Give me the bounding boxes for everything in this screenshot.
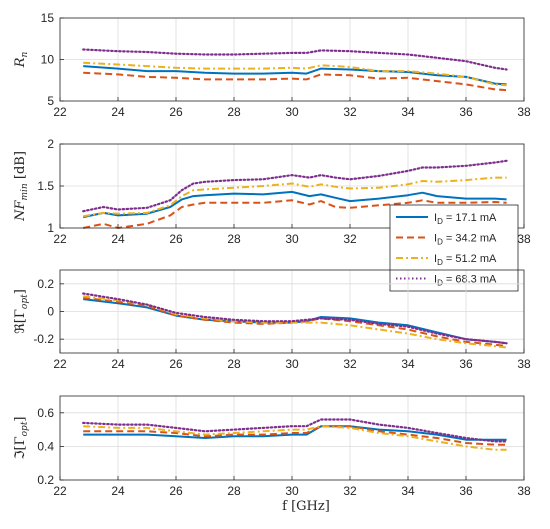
y-tick-label: 0.4 [37, 439, 54, 453]
series-line-3 [83, 295, 507, 349]
series-line-2 [83, 71, 507, 92]
x-tick-label: 28 [227, 357, 241, 371]
y-axis-label: ℜ[Γopt] [13, 289, 30, 334]
x-tick-label: 26 [169, 105, 183, 119]
x-tick-label: 32 [343, 105, 357, 119]
y-axis-label: Rn [13, 52, 30, 69]
x-tick-label: 36 [459, 357, 473, 371]
x-tick-label: 38 [517, 484, 531, 498]
y-axis-label: NFmin [dB] [13, 151, 30, 222]
x-tick-label: 32 [343, 484, 357, 498]
y-tick-label: 10 [41, 53, 55, 67]
series-line-4 [82, 48, 508, 71]
x-tick-label: 30 [285, 357, 299, 371]
legend-label: ID = 68.3 mA [434, 274, 497, 288]
x-tick-label: 36 [459, 105, 473, 119]
legend-label: ID = 34.2 mA [434, 233, 497, 247]
subplot-1: 22 24 26 28 30 32 34 36 38 5 10 15 Rn [13, 11, 531, 119]
series-line-2 [83, 425, 507, 446]
y-axis-label: ℑ[Γopt] [13, 416, 30, 459]
y-tick-label: 1.5 [37, 179, 54, 193]
y-tick-label: 0 [47, 305, 54, 319]
y-tick-label: -0.2 [33, 332, 54, 346]
x-tick-label: 38 [517, 232, 531, 246]
x-tick-label: 34 [401, 484, 415, 498]
legend: ID = 17.1 mA ID = 34.2 mA ID = 51.2 mA ID =… [389, 204, 519, 292]
x-tick-label: 28 [227, 105, 241, 119]
legend-label: ID = 17.1 mA [434, 212, 497, 226]
x-tick-label: 22 [53, 232, 67, 246]
x-tick-label: 28 [227, 484, 241, 498]
x-tick-label: 28 [227, 232, 241, 246]
x-tick-label: 22 [53, 105, 67, 119]
series-line-1 [83, 425, 507, 441]
x-tick-label: 30 [285, 105, 299, 119]
series-line-3 [83, 61, 507, 87]
series-line-3 [83, 425, 507, 451]
y-tick-label: 2 [47, 137, 54, 151]
x-tick-label: 30 [285, 232, 299, 246]
x-tick-label: 38 [517, 105, 531, 119]
x-tick-label: 36 [459, 484, 473, 498]
series-line-1 [83, 65, 507, 86]
y-tick-label: 0.6 [37, 406, 54, 420]
x-tick-label: 32 [343, 232, 357, 246]
x-tick-label: 34 [401, 357, 415, 371]
y-tick-label: 5 [47, 94, 54, 108]
y-tick-label: 15 [41, 11, 55, 25]
x-tick-label: 22 [53, 484, 67, 498]
legend-box [389, 204, 519, 292]
x-axis-label: f [GHz] [282, 499, 330, 514]
x-tick-label: 34 [401, 105, 415, 119]
subplot-4: 22 24 26 28 30 32 34 36 38 0.2 0.4 0.6 ℑ[Γopt] [13, 395, 531, 498]
subplot-3: 22 24 26 28 30 32 34 36 38 -0.2 0 0.2 ℜ[Γopt] [13, 269, 531, 371]
x-tick-label: 24 [111, 105, 125, 119]
x-tick-label: 26 [169, 484, 183, 498]
legend-label: ID = 51.2 mA [434, 253, 497, 267]
x-tick-label: 26 [169, 357, 183, 371]
x-tick-label: 32 [343, 357, 357, 371]
y-tick-label: 1 [47, 221, 54, 235]
series-line-2 [83, 296, 507, 348]
series-line-3 [83, 176, 507, 218]
series-line-1 [82, 190, 507, 219]
series-line-4 [82, 292, 508, 345]
x-tick-label: 24 [111, 232, 125, 246]
x-tick-label: 30 [285, 484, 299, 498]
series-line-4 [82, 418, 508, 443]
y-tick-label: 0.2 [37, 277, 54, 291]
x-tick-label: 38 [517, 357, 531, 371]
y-tick-label: 0.2 [37, 473, 54, 487]
x-tick-label: 24 [111, 484, 125, 498]
x-tick-label: 26 [169, 232, 183, 246]
x-tick-label: 24 [111, 357, 125, 371]
series-line-4 [82, 159, 508, 213]
series-line-2 [82, 199, 507, 229]
x-tick-label: 22 [53, 357, 67, 371]
